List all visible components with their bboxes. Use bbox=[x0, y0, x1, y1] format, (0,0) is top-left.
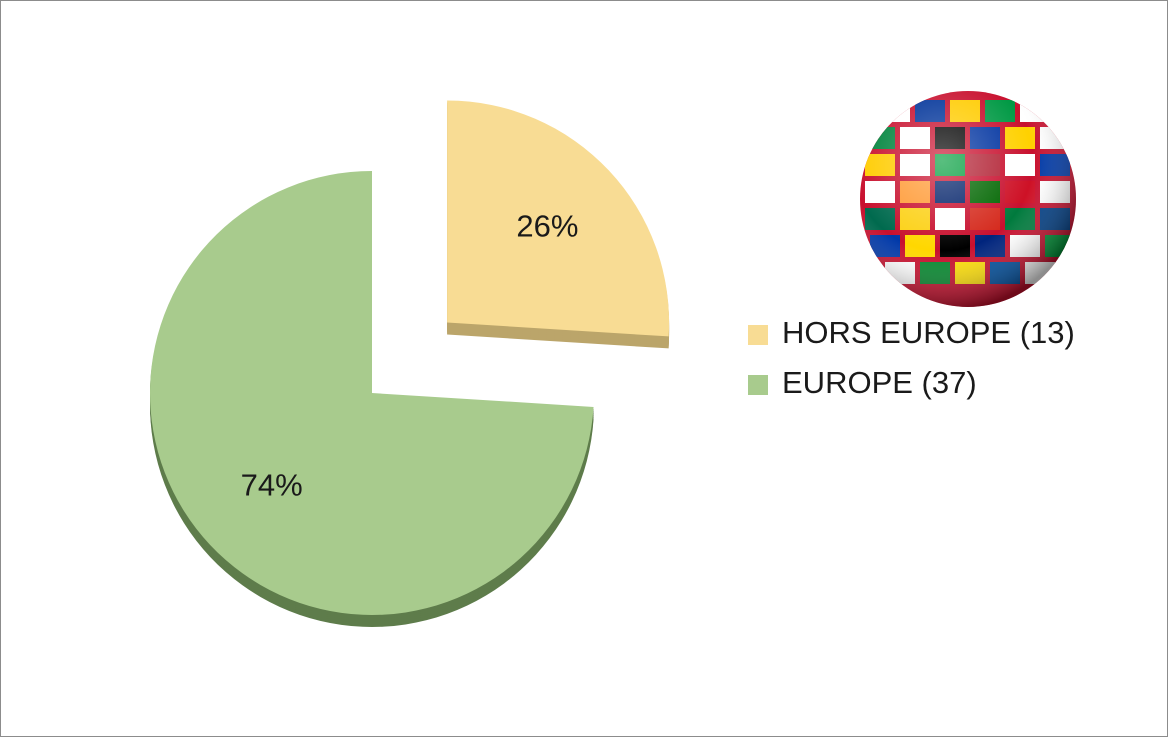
slice bbox=[447, 100, 670, 337]
legend-label: HORS EUROPE (13) bbox=[782, 315, 1075, 350]
globe-image bbox=[860, 91, 1076, 307]
legend-swatch bbox=[748, 325, 768, 345]
legend-swatch bbox=[748, 375, 768, 395]
value-label: 26% bbox=[516, 208, 578, 243]
value-label: 74% bbox=[241, 467, 303, 502]
slice bbox=[150, 171, 594, 616]
legend-label: EUROPE (37) bbox=[782, 365, 977, 400]
